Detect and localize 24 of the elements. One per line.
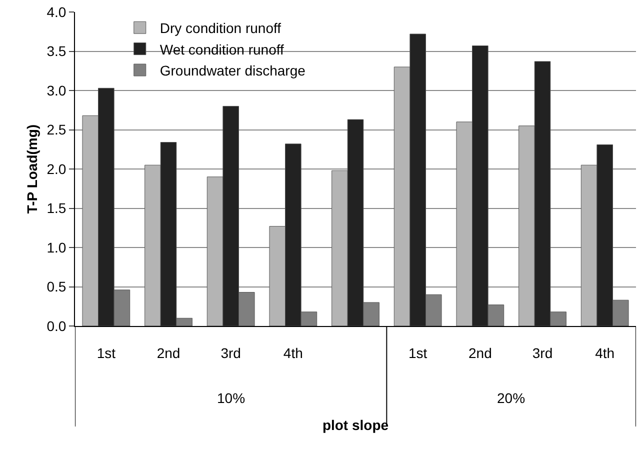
x-axis-title: plot slope [322, 417, 389, 434]
x-tick-label: 2nd [156, 344, 180, 361]
x-tick-label: 1st [408, 344, 428, 361]
text: 20% [497, 390, 526, 406]
x-tick-label: 4th [283, 344, 303, 361]
legend-label: Wet condition runoff [160, 41, 284, 58]
y-tick-label: 0.0 [46, 318, 66, 334]
y-tick-label: 4.0 [46, 4, 66, 20]
y-tick-label: 3.5 [46, 43, 66, 60]
x-tick-label: 2nd [468, 344, 492, 361]
x-tick-label: 4th [595, 344, 615, 361]
legend-label: Groundwater discharge [160, 62, 306, 78]
y-tick-label: 1.0 [46, 239, 66, 256]
y-tick-label: 3.0 [46, 82, 66, 98]
y-tick-label: 2.0 [46, 160, 66, 177]
y-axis-title: T-P Load(mg) [24, 124, 40, 214]
y-tick-label: 0.5 [46, 278, 66, 295]
x-tick-label: 3rd [532, 344, 553, 361]
legend-label: Dry condition runoff [160, 20, 282, 36]
x-tick-label: 3rd [220, 344, 241, 361]
text: 10% [217, 390, 246, 406]
y-tick-label: 1.5 [46, 200, 66, 216]
x-tick-label: 1st [96, 344, 116, 361]
y-tick-label: 2.5 [46, 122, 66, 138]
